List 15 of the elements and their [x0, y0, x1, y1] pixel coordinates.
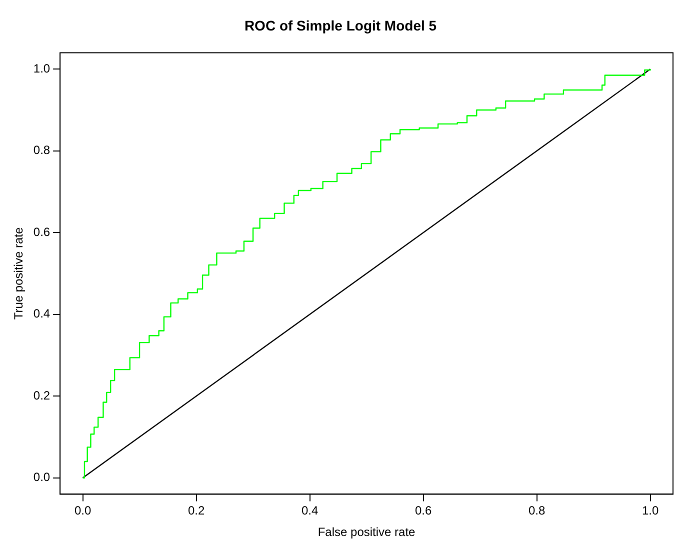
y-tick-label: 0.0: [33, 470, 50, 484]
x-axis-title: False positive rate: [318, 525, 416, 540]
x-tick-label: 0.8: [528, 504, 546, 518]
x-tick-label: 0.6: [414, 504, 432, 518]
x-tick-label: 0.0: [74, 504, 92, 518]
x-tick-label: 1.0: [642, 504, 659, 518]
y-tick-label: 0.4: [33, 306, 50, 321]
x-tick-label: 0.4: [301, 504, 318, 518]
x-tick-label: 0.2: [188, 504, 205, 518]
y-tick-label: 0.8: [33, 143, 50, 158]
chart-title: ROC of Simple Logit Model 5: [244, 17, 437, 34]
y-tick-label: 0.6: [33, 224, 50, 239]
y-tick-label: 0.2: [33, 388, 50, 402]
y-axis-title: True positive rate: [12, 227, 26, 320]
y-tick-label: 1.0: [33, 61, 50, 76]
